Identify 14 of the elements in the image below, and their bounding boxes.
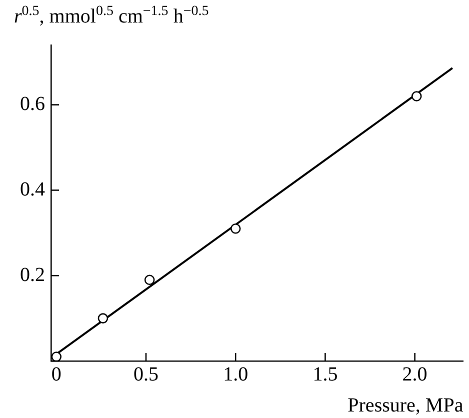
point — [98, 313, 108, 324]
x-axis-title: Pressure, MPa — [348, 394, 464, 416]
y-axis-title: r$^{0.5}$, mmol$^{0.5}$ cm$^{−1.5}$ h$^{−0.5}$ — [14, 4, 209, 29]
x-tick-label: 1.0 — [223, 363, 248, 386]
x-tick-label: 1.5 — [312, 363, 338, 386]
point — [144, 274, 155, 286]
x-tick-label: 2.0 — [402, 363, 428, 386]
point — [230, 223, 241, 234]
y-tick-label: 0.6 — [20, 93, 45, 116]
point — [411, 91, 422, 102]
y-tick-label: 0.2 — [20, 264, 45, 286]
x-tick-label: 0 — [51, 363, 62, 386]
y-tick-label: 0.4 — [20, 178, 45, 200]
x-tick-label: 0.5 — [133, 363, 158, 386]
